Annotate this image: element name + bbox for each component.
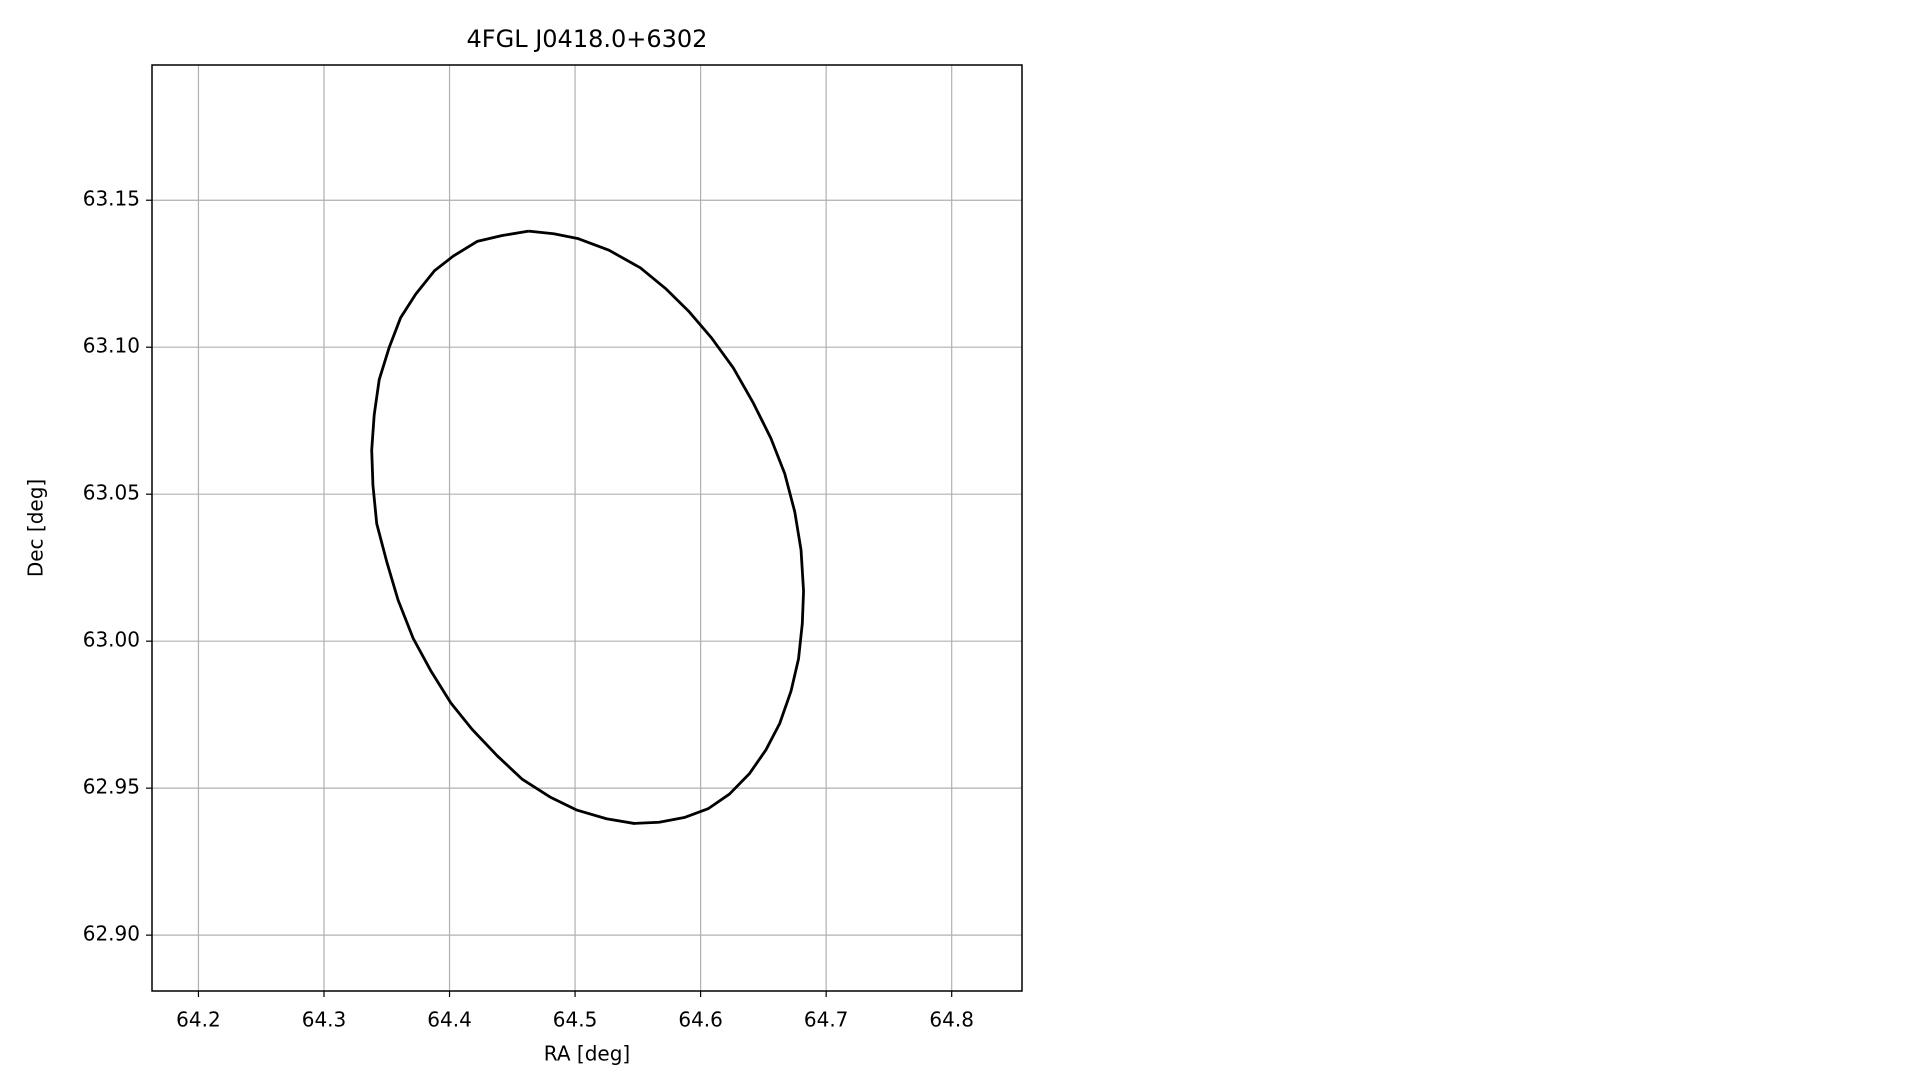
y-tick-label: 62.95 bbox=[83, 775, 140, 799]
x-axis-label: RA [deg] bbox=[544, 1042, 630, 1066]
y-tick-label: 63.05 bbox=[83, 481, 140, 505]
x-tick-label: 64.7 bbox=[804, 1008, 849, 1032]
chart-title: 4FGL J0418.0+6302 bbox=[467, 25, 708, 53]
x-tick-label: 64.2 bbox=[176, 1008, 221, 1032]
x-tick-label: 64.8 bbox=[929, 1008, 974, 1032]
y-tick-label: 63.15 bbox=[83, 187, 140, 211]
x-tick-label: 64.6 bbox=[678, 1008, 723, 1032]
x-tick-label: 64.4 bbox=[427, 1008, 472, 1032]
y-tick-label: 63.10 bbox=[83, 334, 140, 358]
x-tick-label: 64.5 bbox=[553, 1008, 598, 1032]
data-line bbox=[370, 229, 805, 825]
x-tick-label: 64.3 bbox=[302, 1008, 347, 1032]
y-axis-label: Dec [deg] bbox=[24, 479, 48, 577]
plot-frame bbox=[151, 64, 1023, 992]
y-tick-label: 62.90 bbox=[83, 922, 140, 946]
y-tick-label: 63.00 bbox=[83, 628, 140, 652]
